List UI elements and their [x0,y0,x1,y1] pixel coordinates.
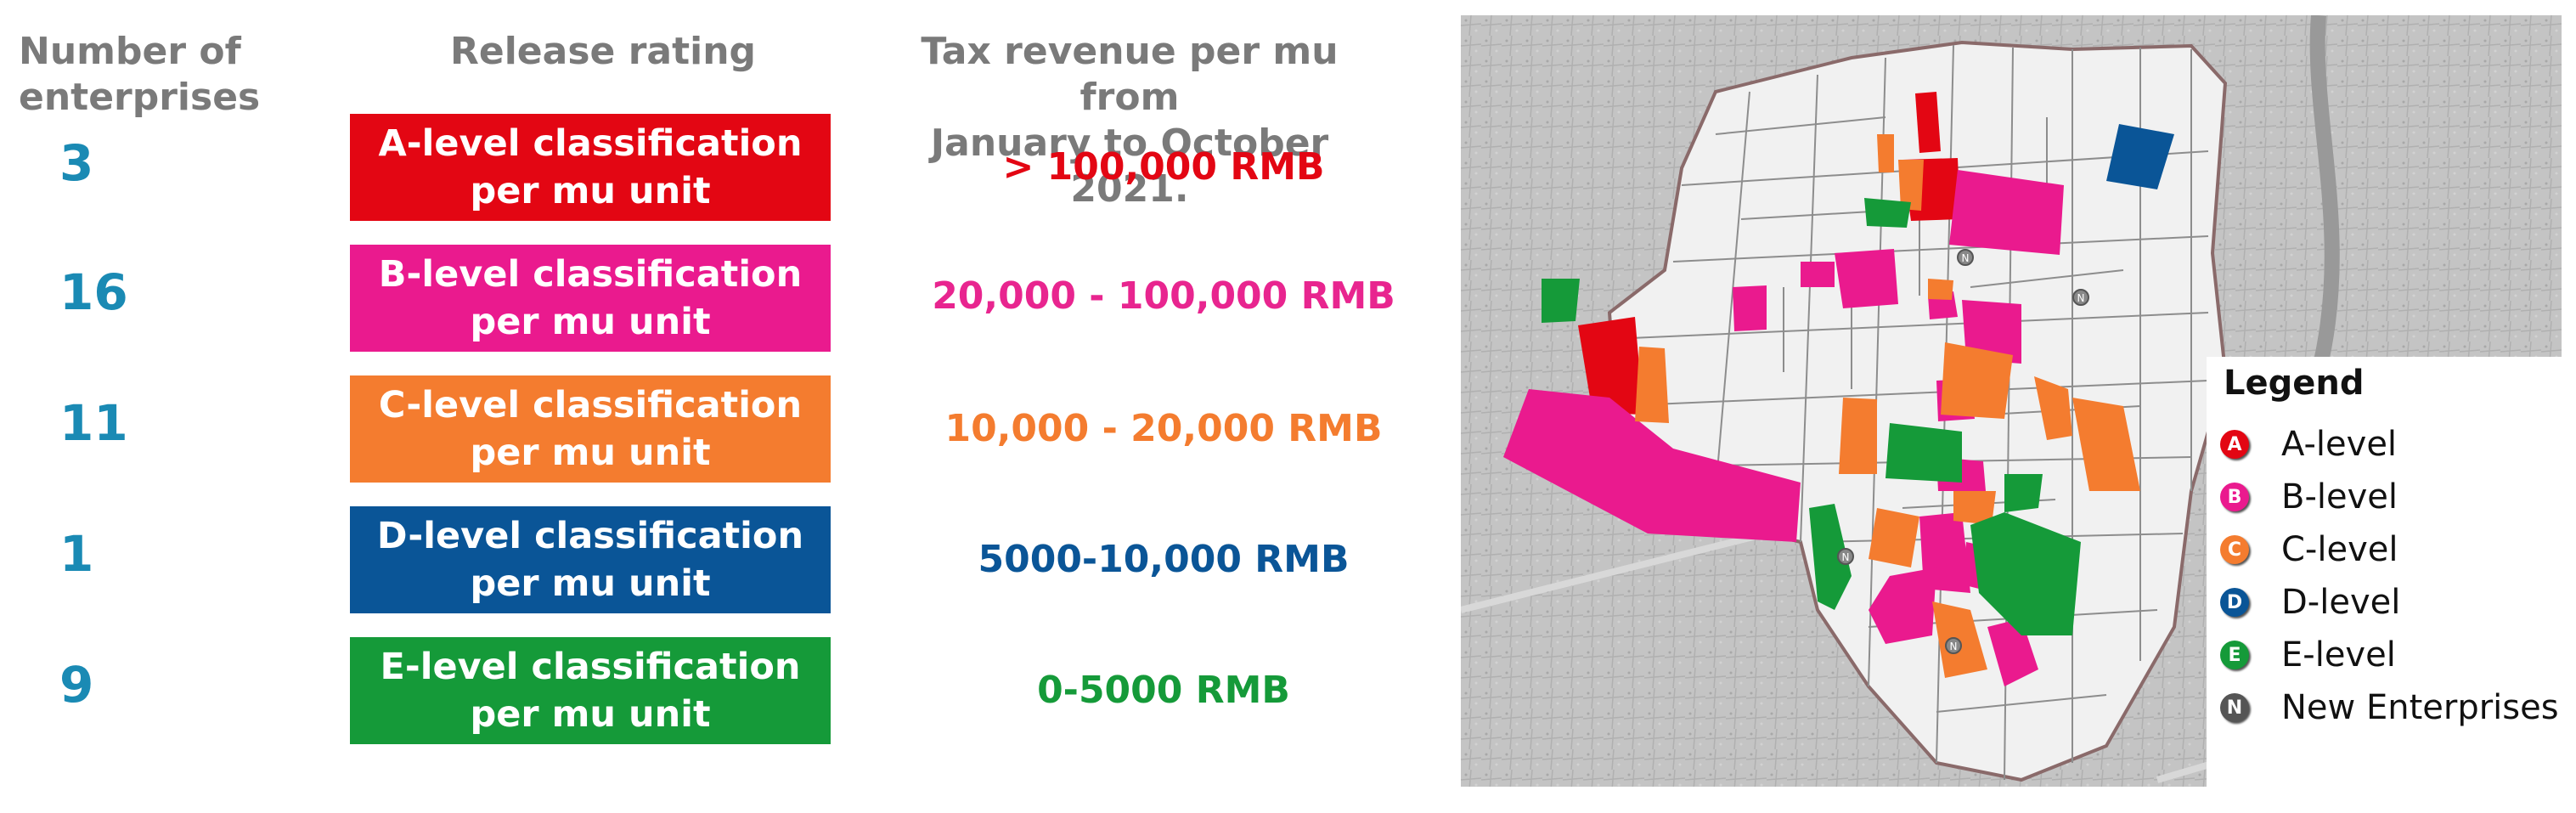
rating-c-level: C-level classification per mu unit [350,375,831,483]
header-tax-revenue: Tax revenue per mu from January to Octob… [921,30,1339,211]
count-c-level: 11 [59,394,128,452]
rating-d-level: D-level classification per mu unit [350,506,831,613]
new-enterprise-markers: N N N N [1837,249,2089,654]
tax-d-level: 5000-10,000 RMB [978,538,1350,581]
legend-item-d-level: D D-level [2220,576,2400,629]
tax-e-level: 0-5000 RMB [1037,669,1290,712]
legend-label-a-level: A-level [2281,425,2398,464]
map-marker-n-4: N [1950,641,1958,652]
legend-label-e-level: E-level [2281,635,2396,675]
d-level-marker-icon: D [2220,588,2249,617]
header-release-rating: Release rating [450,30,757,73]
legend-label-d-level: D-level [2281,583,2401,622]
e-level-marker-icon: E [2220,641,2249,669]
map-marker-n-2: N [2077,292,2085,304]
legend-label-b-level: B-level [2281,477,2398,517]
d-level-parcels [2106,124,2174,189]
legend-label-new-enterprises: New Enterprises [2281,688,2559,727]
legend-title: Legend [2224,364,2365,403]
header-enterprise-count: Number of enterprises [19,30,261,119]
legend-item-a-level: A A-level [2220,418,2397,471]
b-level-parcels [1503,170,2064,686]
tax-b-level: 20,000 - 100,000 RMB [932,274,1395,318]
count-a-level: 3 [59,134,94,192]
legend-item-new-enterprises: N New Enterprises [2220,681,2559,734]
new-enterprise-marker-icon: N [2220,693,2249,722]
b-level-marker-icon: B [2220,483,2249,511]
count-b-level: 16 [59,263,128,321]
map-legend: Legend A A-level B B-level C C-level D D… [2207,357,2562,787]
legend-item-b-level: B B-level [2220,471,2398,523]
legend-item-e-level: E E-level [2220,629,2396,681]
legend-label-c-level: C-level [2281,530,2398,569]
tax-a-level: > 100,000 RMB [1002,145,1325,189]
a-level-marker-icon: A [2220,430,2249,459]
c-level-marker-icon: C [2220,535,2249,564]
rating-e-level: E-level classification per mu unit [350,637,831,744]
rating-a-level: A-level classification per mu unit [350,114,831,221]
count-d-level: 1 [59,525,94,583]
e-level-parcels [1542,198,2081,635]
count-e-level: 9 [59,656,94,714]
c-level-parcels [1635,134,2140,678]
map-marker-n-3: N [1842,551,1850,563]
tax-c-level: 10,000 - 20,000 RMB [944,407,1383,450]
map-marker-n-1: N [1962,252,1970,264]
rating-b-level: B-level classification per mu unit [350,245,831,352]
legend-item-c-level: C C-level [2220,523,2398,576]
